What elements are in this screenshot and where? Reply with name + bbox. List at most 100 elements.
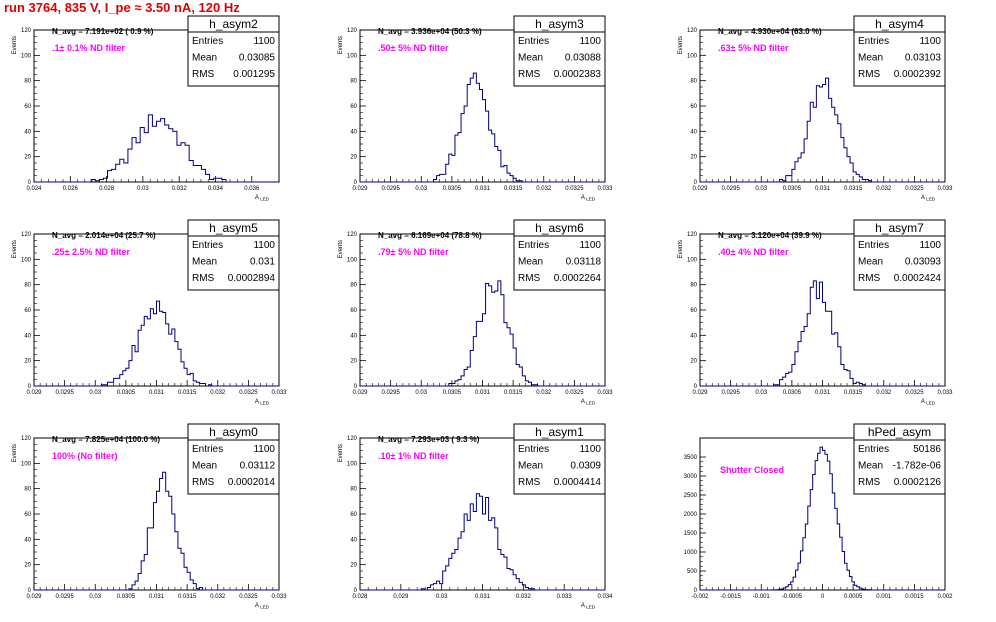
navg-label: N_avg = 6.169e+04 (78.8 %)	[378, 231, 482, 240]
x-tick-label: 0.029	[26, 390, 42, 396]
x-tick-label: 0.03	[436, 594, 448, 600]
stats-rms-value: 0.0002894	[228, 273, 276, 284]
stats-box-frame	[187, 219, 280, 291]
stats-entries-value: 1100	[579, 36, 601, 47]
x-tick-label: 0.0295	[55, 594, 74, 600]
x-tick-label: 0.0295	[381, 390, 400, 396]
y-tick-label: 1500	[684, 531, 698, 537]
x-tick-label: 0.031	[475, 186, 491, 192]
stats-mean-label: Mean	[192, 53, 217, 64]
stats-rms-label: RMS	[192, 477, 215, 488]
y-tick-label: 2000	[684, 512, 698, 518]
y-axis-label: Events	[12, 36, 18, 54]
x-tick-label: 0.0305	[443, 390, 462, 396]
filter-note: .50± 5% ND filter	[378, 43, 449, 53]
y-tick-label: 0	[694, 384, 698, 390]
x-tick-label: 0.029	[26, 594, 42, 600]
y-tick-label: 0	[28, 180, 32, 186]
stats-entries-label: Entries	[858, 444, 889, 455]
x-tick-label: 0.0295	[721, 390, 740, 396]
y-tick-label: 80	[690, 283, 697, 289]
x-tick-label: 0.032	[536, 390, 552, 396]
stats-rms-label: RMS	[858, 273, 881, 284]
x-axis-label: A LED	[255, 399, 270, 406]
x-tick-label: 0.0315	[504, 186, 523, 192]
navg-label: N_avg = 2.014e+04 (25.7 %)	[52, 231, 156, 240]
x-tick-label: 0.032	[210, 594, 226, 600]
stats-mean-label: Mean	[192, 257, 217, 268]
y-tick-label: 3500	[684, 455, 698, 461]
x-axis-label: A LED	[581, 195, 596, 202]
x-tick-label: 0.029	[692, 186, 708, 192]
histogram-panel-hPed_asym: 0 500 1000 1500 2000 2500 3000 3500 -0.002 -0.001…	[684, 423, 953, 600]
stats-entries-label: Entries	[518, 444, 549, 455]
navg-label: N_avg = 7.825e+04 (100.0 %)	[52, 435, 160, 444]
y-axis-label: Events	[338, 36, 344, 54]
x-axis-label: A LED	[921, 195, 936, 202]
stats-rms-label: RMS	[518, 273, 541, 284]
navg-label: N_avg = 7.293e+03 ( 9.3 %)	[378, 435, 480, 444]
stats-box: h_asym2 Entries 1100 Mean 0.03085 RMS 0.001295	[187, 15, 280, 87]
stats-box-frame	[853, 15, 946, 87]
x-axis-label: A LED	[581, 399, 596, 406]
stats-mean-label: Mean	[518, 53, 543, 64]
stats-entries-value: 1100	[253, 444, 275, 455]
x-tick-label: 0.034	[597, 594, 613, 600]
x-tick-label: 0.0015	[905, 594, 924, 600]
navg-label: N_avg = 3.120e+04 (39.9 %)	[718, 231, 822, 240]
y-tick-label: 0	[694, 588, 698, 594]
x-tick-label: 0.024	[26, 186, 42, 192]
histogram-name: hPed_asym	[868, 425, 931, 439]
x-tick-label: 0.031	[815, 390, 831, 396]
x-tick-label: 0.029	[393, 594, 409, 600]
navg-label: N_avg = 4.930e+04 (63.0 %)	[718, 27, 822, 36]
x-tick-label: 0.0305	[443, 186, 462, 192]
y-tick-label: 80	[350, 79, 357, 85]
stats-box: h_asym3 Entries 1100 Mean 0.03088 RMS 0.000238…	[513, 15, 606, 87]
stats-box-frame	[187, 423, 280, 495]
x-tick-label: 0.0295	[55, 390, 74, 396]
x-tick-label: 0.033	[557, 594, 573, 600]
y-tick-label: 80	[24, 79, 31, 85]
stats-entries-label: Entries	[858, 36, 889, 47]
histogram-curve	[34, 114, 279, 183]
x-tick-label: 0.028	[99, 186, 115, 192]
stats-rms-value: 0.0002126	[894, 477, 942, 488]
x-tick-label: 0.0315	[844, 390, 863, 396]
histogram-panel-h_asym5: 0 20 40 60 80 100 120 0.029 0.0295 0.03 0.0305 0.03…	[12, 219, 287, 406]
stats-entries-value: 1100	[579, 444, 601, 455]
stats-rms-label: RMS	[518, 69, 541, 80]
filter-note: .25± 2.5% ND filter	[52, 247, 130, 257]
stats-mean-label: Mean	[858, 53, 883, 64]
y-tick-label: 40	[690, 129, 697, 135]
y-tick-label: 80	[24, 487, 31, 493]
y-tick-label: 120	[347, 28, 358, 34]
x-tick-label: -0.001	[753, 594, 771, 600]
stats-entries-label: Entries	[192, 444, 223, 455]
stats-mean-label: Mean	[858, 461, 883, 472]
x-tick-label: 0.031	[475, 390, 491, 396]
x-tick-label: 0.03	[755, 390, 767, 396]
x-axis-label: A LED	[581, 603, 596, 610]
y-axis-label: Events	[338, 444, 344, 462]
stats-mean-value: 0.03093	[905, 257, 942, 268]
stats-rms-value: 0.0002392	[894, 69, 942, 80]
y-tick-label: 60	[24, 104, 31, 110]
histogram-curve	[700, 77, 945, 183]
stats-box: h_asym7 Entries 1100 Mean 0.03093 RMS 0.000242…	[853, 219, 946, 291]
x-tick-label: -0.0015	[720, 594, 741, 600]
x-tick-label: 0.0305	[783, 186, 802, 192]
x-tick-label: 0.026	[63, 186, 79, 192]
y-tick-label: 60	[350, 308, 357, 314]
filter-note: 100% (No filter)	[52, 451, 118, 461]
x-tick-label: 0.032	[516, 594, 532, 600]
y-tick-label: 40	[350, 129, 357, 135]
stats-mean-value: 0.03088	[565, 53, 602, 64]
y-tick-label: 80	[24, 283, 31, 289]
x-tick-label: 0.028	[352, 594, 368, 600]
y-tick-label: 120	[21, 232, 32, 238]
stats-entries-value: 1100	[919, 240, 941, 251]
histogram-name: h_asym0	[209, 425, 258, 439]
y-tick-label: 100	[21, 257, 32, 263]
